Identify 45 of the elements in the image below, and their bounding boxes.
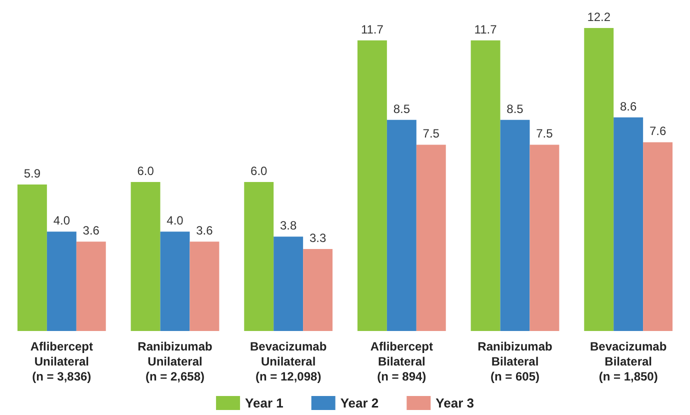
bar	[303, 249, 333, 331]
data-label: 3.6	[82, 224, 100, 238]
data-label: 6.0	[137, 164, 154, 178]
bar	[46, 232, 76, 331]
bar	[357, 40, 387, 331]
bar	[416, 144, 446, 331]
data-label: 8.6	[620, 99, 637, 114]
data-label: 4.0	[166, 214, 184, 228]
data-label: 11.7	[474, 22, 498, 36]
bar	[130, 182, 160, 331]
bar	[500, 120, 530, 331]
bar	[530, 144, 560, 331]
data-label: 3.6	[196, 224, 214, 238]
data-label: 7.5	[536, 126, 554, 141]
x-tick-label: Bevacizumab Bilateral (n = 1,850)	[590, 340, 667, 384]
bar	[160, 232, 190, 331]
bar	[584, 28, 614, 331]
data-label: 11.7	[360, 22, 384, 36]
legend-label: Year 1	[245, 396, 284, 410]
data-label: 3.3	[309, 231, 326, 246]
legend-label: Year 2	[340, 396, 379, 410]
data-label: 8.5	[393, 102, 410, 116]
x-tick-label: Ranibizumab Unilateral (n = 2,658)	[138, 340, 212, 384]
x-tick-label: Bevacizumab Unilateral (n = 12,098)	[250, 340, 327, 384]
bar	[470, 40, 500, 331]
data-label: 3.8	[280, 218, 297, 233]
legend-label: Year 3	[436, 396, 474, 410]
bar	[643, 142, 673, 331]
bar	[244, 182, 274, 331]
data-label: 6.0	[250, 164, 268, 178]
x-tick-label: Aflibercept Unilateral (n = 3,836)	[30, 340, 94, 384]
data-label: 4.0	[53, 214, 70, 228]
data-label: 7.5	[422, 126, 440, 141]
bar	[76, 242, 106, 331]
x-tick-label: Ranibizumab Bilateral (n = 605)	[478, 340, 552, 384]
data-label: 8.5	[506, 102, 524, 116]
bar	[614, 117, 644, 331]
bar	[274, 236, 304, 331]
bar	[17, 184, 47, 331]
data-label: 5.9	[24, 166, 41, 180]
bar	[386, 120, 416, 331]
bar	[190, 242, 220, 331]
x-tick-label: Aflibercept Bilateral (n = 894)	[370, 340, 434, 384]
data-label: 7.6	[649, 124, 666, 138]
data-label: 12.2	[587, 10, 611, 24]
